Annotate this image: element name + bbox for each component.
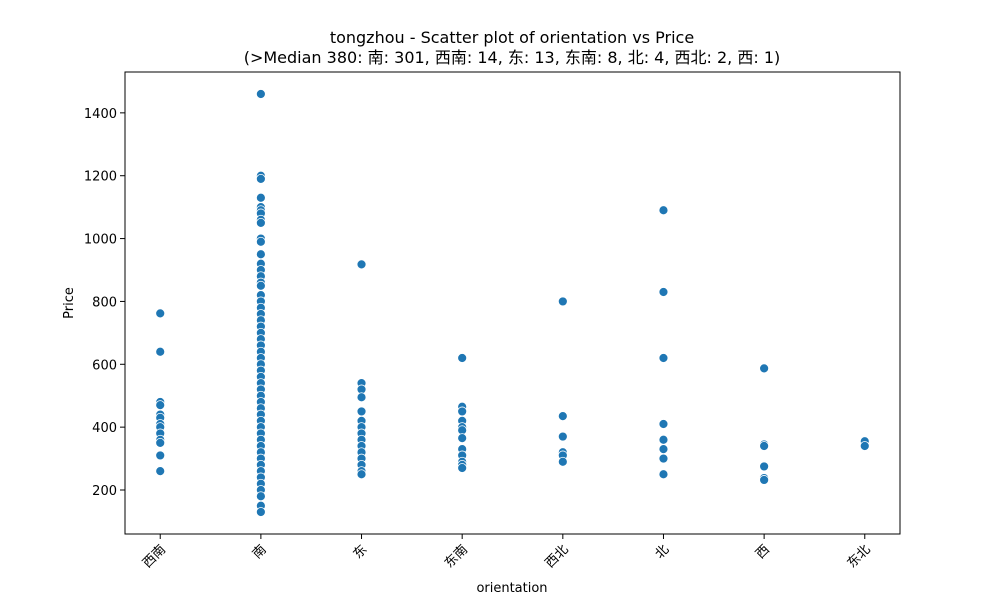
- point: [155, 450, 166, 461]
- y-tick-label: 1400: [84, 107, 117, 122]
- point: [155, 308, 166, 319]
- point: [255, 249, 266, 260]
- point: [457, 406, 468, 417]
- point: [658, 434, 669, 445]
- point: [155, 346, 166, 357]
- point: [255, 507, 266, 517]
- point: [255, 217, 266, 228]
- point: [255, 192, 266, 203]
- point: [658, 287, 669, 297]
- point: [155, 466, 166, 477]
- point: [255, 280, 266, 291]
- point: [356, 406, 367, 417]
- point: [658, 444, 669, 455]
- point: [155, 400, 166, 411]
- point: [255, 173, 266, 184]
- point: [356, 392, 367, 403]
- chart-title: tongzhou - Scatter plot of orientation v…: [330, 28, 694, 47]
- point: [557, 431, 568, 442]
- point: [557, 411, 568, 422]
- point: [457, 433, 468, 444]
- point: [759, 441, 770, 451]
- point: [255, 491, 266, 502]
- point: [658, 453, 669, 464]
- point: [658, 469, 669, 480]
- point: [859, 441, 870, 451]
- point: [155, 437, 166, 448]
- point: [356, 259, 367, 270]
- x-axis-label: orientation: [476, 581, 547, 596]
- y-tick-label: 800: [92, 295, 117, 310]
- point: [457, 463, 468, 473]
- point: [457, 353, 468, 363]
- point: [356, 469, 367, 480]
- y-axis-label: Price: [62, 287, 77, 319]
- y-tick-label: 600: [92, 358, 117, 373]
- point: [557, 296, 568, 307]
- point: [255, 236, 266, 247]
- point: [759, 475, 770, 485]
- point: [255, 89, 266, 99]
- point: [759, 461, 770, 472]
- y-tick-label: 400: [92, 421, 117, 436]
- point: [658, 353, 669, 363]
- point: [759, 363, 770, 374]
- chart-subtitle: (>Median 380: 南: 301, 西南: 14, 东: 13, 东南:…: [244, 48, 781, 67]
- point: [658, 419, 669, 429]
- point: [557, 456, 568, 467]
- y-tick-label: 1000: [84, 233, 117, 248]
- point: [658, 205, 669, 216]
- y-tick-label: 1200: [84, 170, 117, 185]
- plot-frame: [124, 71, 901, 535]
- y-tick-label: 200: [92, 484, 117, 499]
